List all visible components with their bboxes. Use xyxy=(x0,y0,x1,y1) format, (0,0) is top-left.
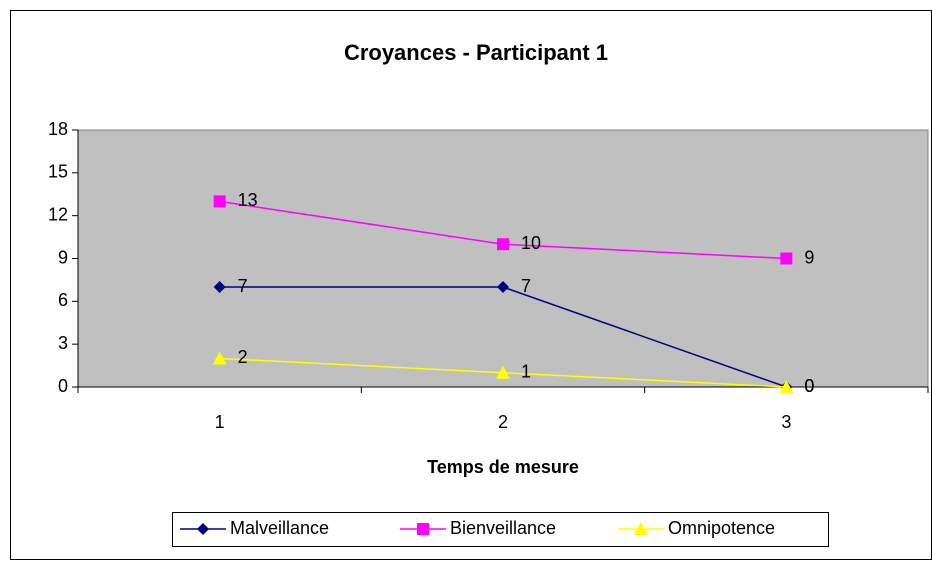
legend-label: Malveillance xyxy=(230,518,329,538)
marker xyxy=(197,523,209,535)
y-tick-label: 3 xyxy=(58,333,68,353)
data-label: 13 xyxy=(238,190,258,210)
marker xyxy=(779,380,794,393)
marker xyxy=(497,281,509,294)
legend-label: Omnipotence xyxy=(668,518,775,538)
x-axis-title: Temps de mesure xyxy=(427,457,579,477)
y-tick-label: 12 xyxy=(48,204,68,224)
data-label: 0 xyxy=(804,376,814,396)
marker xyxy=(634,522,648,535)
marker xyxy=(496,365,510,379)
y-tick-label: 15 xyxy=(48,162,68,182)
data-label: 7 xyxy=(521,276,531,296)
legend-box xyxy=(172,512,829,547)
marker xyxy=(417,523,429,535)
plot-area xyxy=(77,129,929,388)
legend: Malveillance Bienveillance Omnipotence xyxy=(172,512,829,547)
data-label: 0 xyxy=(804,376,814,396)
marker xyxy=(213,281,226,294)
marker xyxy=(212,351,227,365)
marker xyxy=(497,238,509,251)
y-tick-label: 0 xyxy=(58,376,68,396)
y-tick-label: 6 xyxy=(58,290,68,310)
x-tick-label: 2 xyxy=(498,412,508,432)
data-label: 7 xyxy=(238,276,248,296)
marker xyxy=(213,195,226,208)
data-label: 1 xyxy=(521,361,531,381)
x-tick-label: 3 xyxy=(781,412,791,432)
data-label: 9 xyxy=(804,247,814,267)
data-label: 2 xyxy=(238,347,248,367)
x-tick-label: 1 xyxy=(215,412,225,432)
marker xyxy=(780,252,793,265)
chart-title: Croyances - Participant 1 xyxy=(344,40,608,65)
legend-label: Bienveillance xyxy=(450,518,556,538)
y-tick-label: 18 xyxy=(48,119,68,139)
y-tick-label: 9 xyxy=(58,247,68,267)
data-label: 10 xyxy=(521,233,541,253)
